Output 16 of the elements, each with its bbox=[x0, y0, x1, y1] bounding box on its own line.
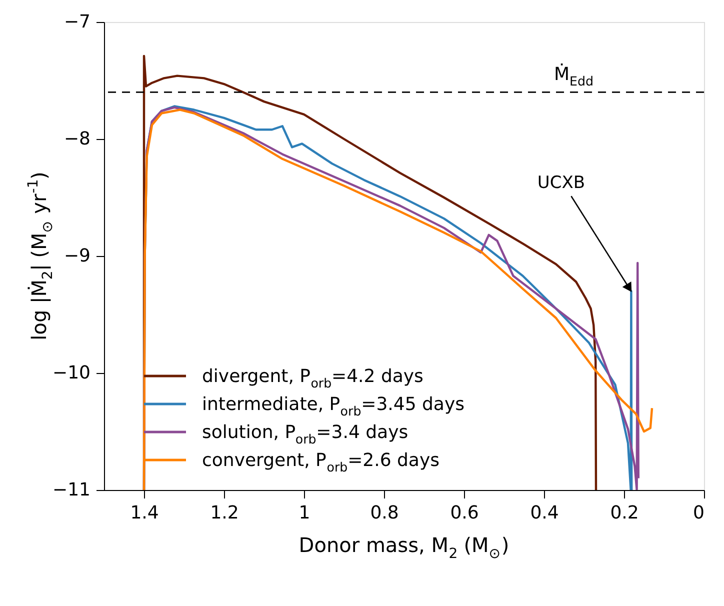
x-tick-label: 0.4 bbox=[530, 502, 559, 524]
y-tick-label: −7 bbox=[64, 12, 90, 32]
annotation: UCXB bbox=[537, 173, 586, 194]
x-tick-label: 0 bbox=[693, 502, 704, 524]
line-series bbox=[142, 54, 598, 490]
x-tick-label: 0.8 bbox=[370, 502, 399, 524]
x-tick-label: 1.2 bbox=[210, 502, 239, 524]
y-tick-label: −10 bbox=[52, 362, 90, 384]
y-tick-label: −9 bbox=[64, 246, 90, 266]
x-tick-label: 0.2 bbox=[610, 502, 639, 524]
x-tick-label: 0.6 bbox=[450, 502, 479, 524]
x-tick-label: 1.4 bbox=[130, 502, 159, 524]
y-tick-label: −11 bbox=[52, 480, 90, 500]
y-axis-title: log |Ṁ2| (M⊙ yr-1) bbox=[26, 172, 56, 340]
x-tick-label: 1 bbox=[298, 502, 310, 524]
y-tick-label: −8 bbox=[64, 128, 90, 150]
